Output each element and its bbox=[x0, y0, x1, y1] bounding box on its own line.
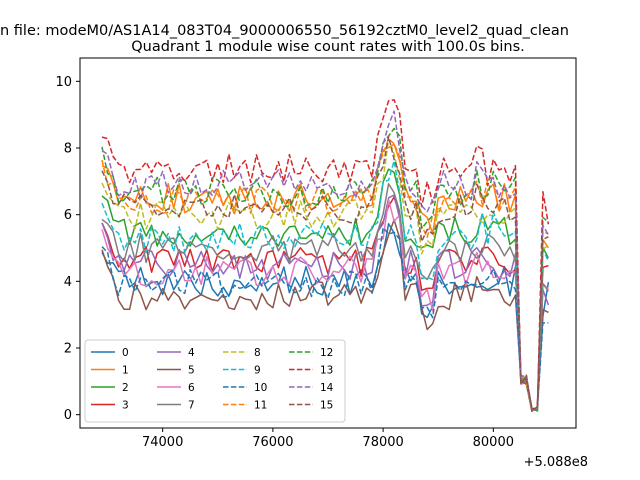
legend-item: 12 bbox=[289, 347, 333, 359]
chart-title: Quadrant 1 module wise count rates with … bbox=[131, 39, 525, 55]
x-tick-label: 80000 bbox=[473, 435, 514, 450]
axes-frame bbox=[79, 57, 577, 429]
y-tick-label: 2 bbox=[64, 342, 72, 357]
legend-item: 4 bbox=[157, 347, 195, 359]
legend-label: 2 bbox=[122, 382, 129, 394]
legend-item: 0 bbox=[91, 347, 129, 359]
y-tick-label: 6 bbox=[64, 208, 72, 223]
series-line-4 bbox=[101, 194, 550, 412]
series-line-8 bbox=[101, 137, 549, 412]
legend-label: 0 bbox=[122, 347, 129, 359]
series-layer bbox=[101, 99, 550, 413]
x-tick-label: 74000 bbox=[142, 435, 183, 450]
legend-label: 5 bbox=[188, 365, 195, 377]
legend-item: 2 bbox=[91, 382, 129, 394]
x-offset-label: +5.088e8 bbox=[524, 455, 588, 470]
legend-label: 11 bbox=[254, 400, 267, 412]
series-line-9 bbox=[101, 160, 550, 412]
series-line-14 bbox=[101, 110, 550, 412]
legend-label: 4 bbox=[188, 347, 195, 359]
series-line-3 bbox=[101, 196, 549, 410]
series-line-7 bbox=[101, 183, 550, 412]
x-tick-label: 76000 bbox=[252, 435, 293, 450]
y-tick-label: 0 bbox=[64, 408, 72, 423]
legend-item: 5 bbox=[157, 365, 195, 377]
legend-item: 11 bbox=[223, 400, 267, 412]
y-tick-label: 10 bbox=[55, 75, 72, 90]
legend-item: 8 bbox=[223, 347, 261, 359]
series-line-13 bbox=[101, 99, 550, 410]
legend-label: 1 bbox=[122, 365, 129, 377]
legend-label: 13 bbox=[320, 365, 333, 377]
legend-item: 1 bbox=[91, 365, 129, 377]
legend-item: 10 bbox=[223, 382, 267, 394]
legend-label: 7 bbox=[188, 400, 195, 412]
legend-item: 3 bbox=[91, 400, 129, 412]
plot-area bbox=[79, 57, 577, 429]
series-line-10 bbox=[101, 227, 549, 410]
legend-item: 15 bbox=[289, 400, 333, 412]
series-line-11 bbox=[101, 138, 549, 412]
legend-item: 6 bbox=[157, 382, 195, 394]
legend-item: 9 bbox=[223, 365, 261, 377]
legend-item: 13 bbox=[289, 365, 333, 377]
y-tick-label: 4 bbox=[64, 275, 72, 290]
legend-label: 9 bbox=[254, 365, 261, 377]
y-axis: 0 2 4 6 8 10 bbox=[55, 75, 80, 423]
series-line-15 bbox=[101, 135, 549, 412]
legend-label: 6 bbox=[188, 382, 195, 394]
x-tick-label: 78000 bbox=[362, 435, 403, 450]
series-line-6 bbox=[101, 199, 549, 411]
legend-label: 10 bbox=[254, 382, 267, 394]
x-axis: 74000 76000 78000 80000 bbox=[142, 428, 514, 450]
legend-item: 14 bbox=[289, 382, 334, 394]
legend-label: 3 bbox=[122, 400, 129, 412]
figure-suptitle: n file: modeM0/AS1A14_083T04_9000006550_… bbox=[0, 23, 569, 39]
legend-label: 14 bbox=[320, 382, 334, 394]
legend-label: 15 bbox=[320, 400, 333, 412]
y-tick-label: 8 bbox=[64, 142, 72, 157]
legend-label: 12 bbox=[320, 347, 333, 359]
legend-label: 8 bbox=[254, 347, 261, 359]
legend-item: 7 bbox=[157, 400, 195, 412]
legend-box bbox=[84, 339, 346, 423]
